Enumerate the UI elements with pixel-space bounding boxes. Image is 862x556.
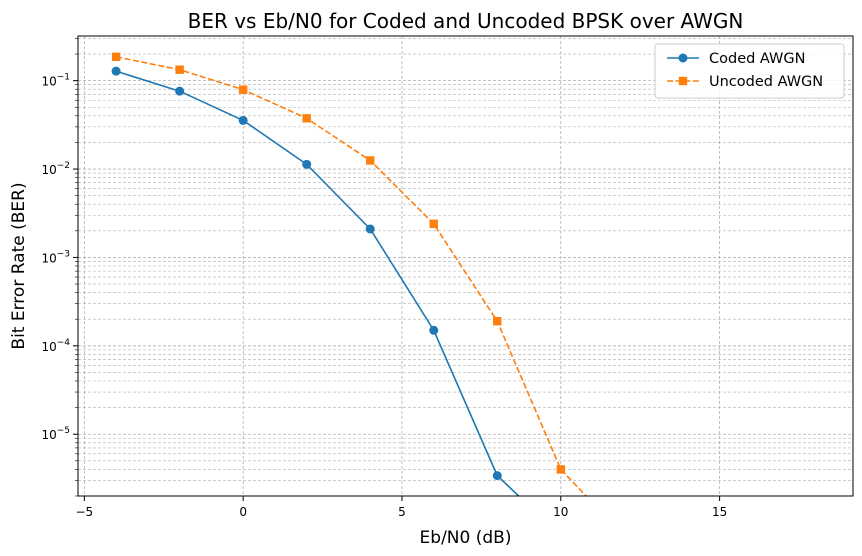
data-point: [175, 86, 185, 96]
legend-marker: [678, 53, 688, 63]
data-point: [302, 159, 312, 169]
data-point: [366, 156, 375, 165]
legend-marker: [678, 76, 688, 86]
data-point: [556, 465, 565, 474]
legend-label: Coded AWGN: [709, 51, 805, 67]
series-coded-awgn: [111, 66, 520, 496]
legend-item: Coded AWGN: [667, 51, 805, 67]
axis-ticks: −5 0 5 10 15 10−5 10−4 10−3 10−2 10−1: [41, 38, 727, 519]
data-point: [238, 85, 248, 94]
data-point: [175, 65, 184, 74]
legend-label: Uncoded AWGN: [709, 74, 823, 90]
series-uncoded-awgn: [111, 52, 588, 496]
legend-item: Uncoded AWGN: [667, 74, 823, 90]
y-tick-label: 10−3: [41, 249, 70, 265]
x-tick-label: 10: [553, 505, 568, 519]
x-tick-label: 0: [239, 505, 247, 519]
x-tick-label: −5: [76, 505, 94, 519]
y-axis-label: Bit Error Rate (BER): [9, 182, 29, 349]
y-tick-label: 10−2: [41, 161, 70, 177]
y-tick-label: 10−4: [41, 338, 70, 354]
x-tick-label: 5: [398, 505, 406, 519]
chart-title: BER vs Eb/N0 for Coded and Uncoded BPSK …: [188, 9, 744, 33]
data-point: [365, 224, 375, 234]
y-tick-label: 10−5: [41, 426, 70, 442]
data-point: [111, 66, 121, 76]
data-point: [238, 115, 248, 125]
data-point: [429, 219, 438, 229]
y-tick-label: 10−1: [41, 73, 70, 89]
data-point: [111, 52, 121, 62]
plot-series: [111, 52, 588, 496]
data-point: [492, 471, 502, 481]
series-line: [115, 70, 520, 496]
legend-box: [654, 43, 845, 99]
data-point: [302, 114, 311, 123]
grid-lines: [78, 36, 853, 497]
legend: Coded AWGN Uncoded AWGN: [654, 43, 845, 99]
data-point: [429, 325, 439, 335]
x-tick-label: 15: [712, 505, 727, 519]
series-line: [115, 56, 588, 496]
data-point: [493, 316, 502, 326]
x-axis-label: Eb/N0 (dB): [420, 528, 512, 548]
